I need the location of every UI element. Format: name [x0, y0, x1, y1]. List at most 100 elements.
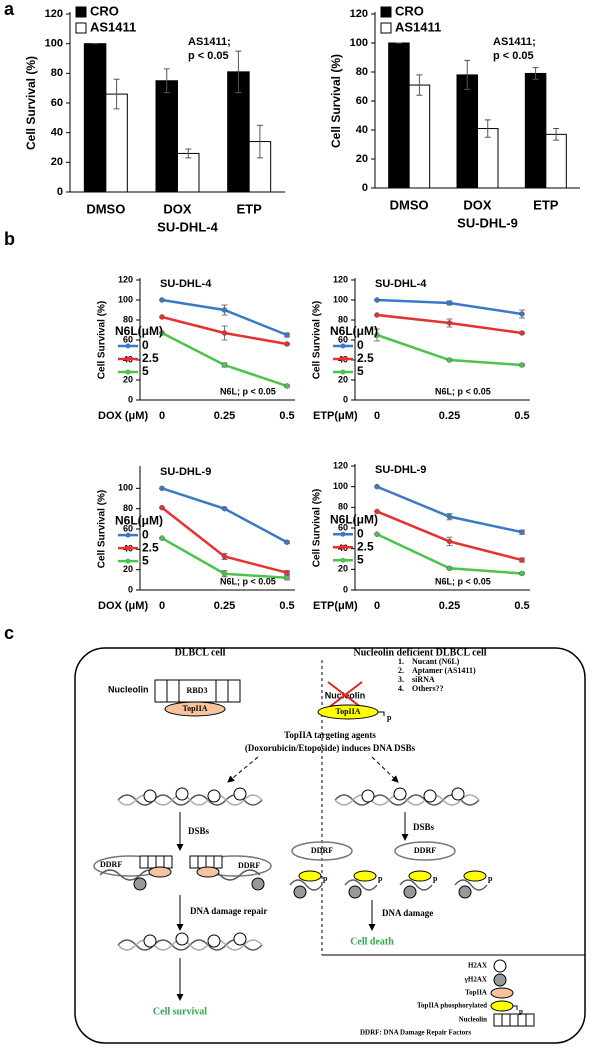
panel-label: a [4, 0, 15, 19]
legend-swatch [340, 557, 346, 563]
marker [374, 312, 380, 318]
legend-swatch [125, 356, 131, 362]
x-tick-label: 0.25 [439, 600, 460, 612]
legend-label: 0 [142, 338, 149, 352]
arrow [227, 756, 259, 783]
phospho-label: p [488, 874, 493, 883]
marker [284, 539, 290, 545]
phospho-label: p [519, 1008, 523, 1016]
list-item: Aptamer (AS1411) [412, 666, 476, 675]
y-tick-label: 20 [123, 374, 133, 384]
legend-label: CRO [90, 3, 119, 18]
error-bar [113, 78, 120, 110]
list-number: 3. [398, 675, 404, 684]
annotation: N6L; p < 0.05 [220, 576, 276, 586]
y-tick-label: 0 [343, 584, 348, 594]
x-tick-label: ETP [237, 201, 263, 216]
legend-swatch [125, 558, 131, 564]
marker [159, 504, 165, 511]
error-bar [416, 74, 423, 96]
ddrf-label: DDRF [311, 846, 333, 855]
bar [456, 74, 478, 189]
legend-swatch [125, 369, 131, 375]
legend-label: 5 [142, 364, 149, 378]
y-tick-label: 20 [338, 564, 348, 574]
legend-icon [493, 959, 507, 973]
legend-label: 2.5 [142, 540, 159, 554]
marker [446, 538, 453, 545]
x-tick-label: DMSO [390, 197, 429, 212]
list-number: 2. [398, 666, 404, 675]
annotation: N6L; p < 0.05 [435, 386, 491, 396]
phospho-tail [378, 711, 385, 716]
y-tick-label: 120 [333, 274, 348, 284]
bar [388, 42, 410, 189]
bar [545, 133, 567, 189]
marker [221, 553, 228, 560]
marker [519, 330, 525, 336]
x-tick-label: 0.25 [439, 410, 460, 422]
bar [177, 152, 200, 193]
y-tick-label: 20 [123, 564, 133, 574]
agents-text: (Doxorubicin/Etoposide) induces DNA DSBs [245, 743, 416, 753]
y-axis-label: Cell Survival (%) [312, 489, 323, 567]
x-tick-label: 0 [159, 410, 165, 422]
error-bar [256, 124, 263, 159]
legend-swatch [380, 22, 392, 34]
annotation: N6L; p < 0.05 [435, 576, 491, 586]
y-tick-label: 100 [118, 294, 133, 304]
error-bar [553, 128, 560, 141]
marker [374, 297, 380, 303]
legend-swatch [340, 544, 346, 550]
error-bar [163, 68, 170, 94]
marker [221, 570, 228, 577]
chart-title: SU-DHL-9 [160, 466, 211, 478]
marker [446, 565, 453, 572]
chart-title: SU-DHL-9 [375, 464, 426, 476]
ddrf-label: DDRF [238, 861, 260, 870]
marker [221, 362, 228, 368]
x-tick-label: 0.25 [214, 600, 235, 612]
list-number: 4. [398, 684, 404, 693]
legend-label: AS1411 [90, 19, 136, 34]
x-tick-label: 0.5 [514, 410, 529, 422]
y-tick-label: 0 [362, 182, 368, 194]
error-bar [235, 50, 242, 94]
series-line [376, 485, 523, 534]
y-tick-label: 20 [51, 156, 63, 168]
dna [334, 787, 480, 806]
damage-complex [289, 841, 488, 899]
y-tick-label: 100 [118, 483, 133, 493]
ddrf-label: DDRF [100, 860, 122, 869]
y-tick-label: 80 [356, 66, 368, 78]
x-tick-label: DOX [463, 197, 492, 212]
legend-icon [490, 987, 514, 999]
arrow [371, 756, 399, 783]
legend-swatch [340, 356, 346, 362]
dna [117, 932, 263, 951]
y-tick-label: 80 [51, 67, 63, 79]
diagram: DLBCL cell Nucleolin deficient DLBCL cel… [74, 647, 586, 1044]
annotation: AS1411; [188, 36, 231, 48]
marker [446, 513, 453, 520]
x-axis-label: ETP(μM) [313, 600, 358, 612]
marker [446, 300, 453, 306]
x-axis-label: ETP(μM) [313, 410, 358, 422]
marker [159, 297, 165, 303]
charts: 0 20 40 60 80 100 120 Cell Survival (%) DMSO DOX E… [24, 3, 580, 612]
x-tick-label: 0.5 [279, 600, 294, 612]
agents-text: TopIIA targeting agents [284, 730, 376, 740]
y-axis-label: Cell Survival (%) [329, 54, 343, 148]
legend-title: N6L(μM) [330, 324, 378, 338]
y-axis-label: Cell Survival (%) [24, 56, 38, 150]
marker [284, 575, 290, 581]
chart: 0 20 40 60 80 100 120 Cell Survival (%) DMSO DOX E… [24, 3, 285, 234]
list-item: siRNA [412, 675, 435, 684]
rbd3-label: RBD3 [187, 686, 208, 695]
y-tick-label: 80 [123, 503, 133, 513]
marker [284, 341, 290, 347]
legend-label: 5 [357, 364, 364, 378]
annotation: p < 0.05 [188, 50, 229, 62]
